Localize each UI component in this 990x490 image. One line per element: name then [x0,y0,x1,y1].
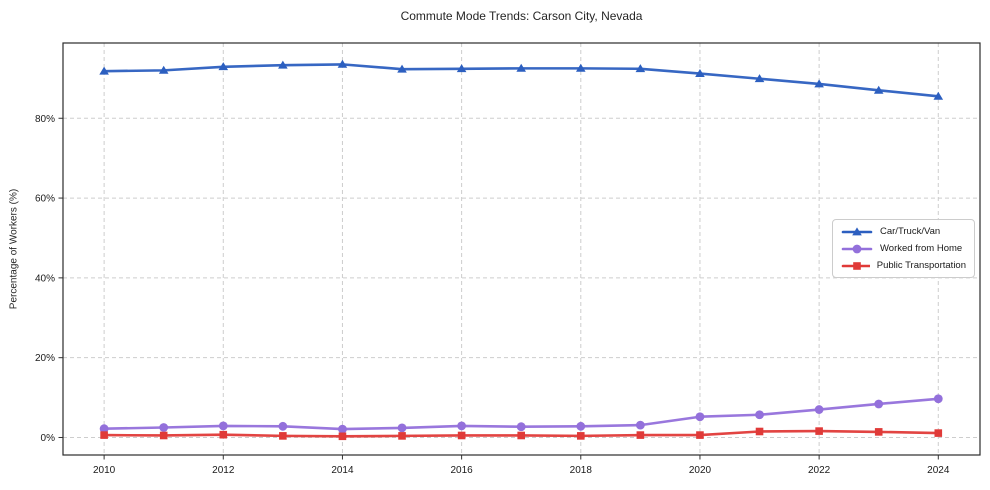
series-worked-from-home [99,394,943,434]
y-tick-label: 0% [41,433,56,444]
x-tick-label: 2012 [212,465,235,476]
y-tick-label: 40% [35,273,55,284]
legend-item: Worked from Home [841,242,966,256]
legend-item: Public Transportation [841,259,966,273]
legend-triangle-marker-icon [841,226,873,235]
y-tick-label: 80% [35,114,55,125]
legend-label: Car/Truck/Van [880,226,941,237]
axis-tick-labels: 2010 2012 2014 2016 2018 2020 2022 2024 0% 20% 40%… [35,114,950,476]
legend-label: Worked from Home [880,243,963,254]
x-tick-label: 2018 [570,465,593,476]
legend-square-marker-icon [841,261,870,270]
x-tick-label: 2010 [93,465,116,476]
series-public-transportation [100,427,943,441]
gridlines [63,43,980,455]
axis-ticks [58,117,939,460]
x-tick-label: 2024 [927,465,950,476]
x-tick-label: 2022 [808,465,831,476]
series-car-truck-van [99,59,944,100]
legend-item: Car/Truck/Van [841,225,966,239]
x-tick-label: 2016 [450,465,473,476]
x-tick-label: 2020 [689,465,712,476]
chart-title: Commute Mode Trends: Carson City, Nevada [400,9,643,23]
plot-border [62,42,981,456]
legend: Car/Truck/Van Worked from Home Public Tran… [832,219,975,278]
x-tick-label: 2014 [331,465,354,476]
legend-label: Public Transportation [876,260,966,271]
y-tick-label: 60% [35,194,55,205]
y-tick-label: 20% [35,353,55,364]
legend-circle-marker-icon [841,244,873,253]
